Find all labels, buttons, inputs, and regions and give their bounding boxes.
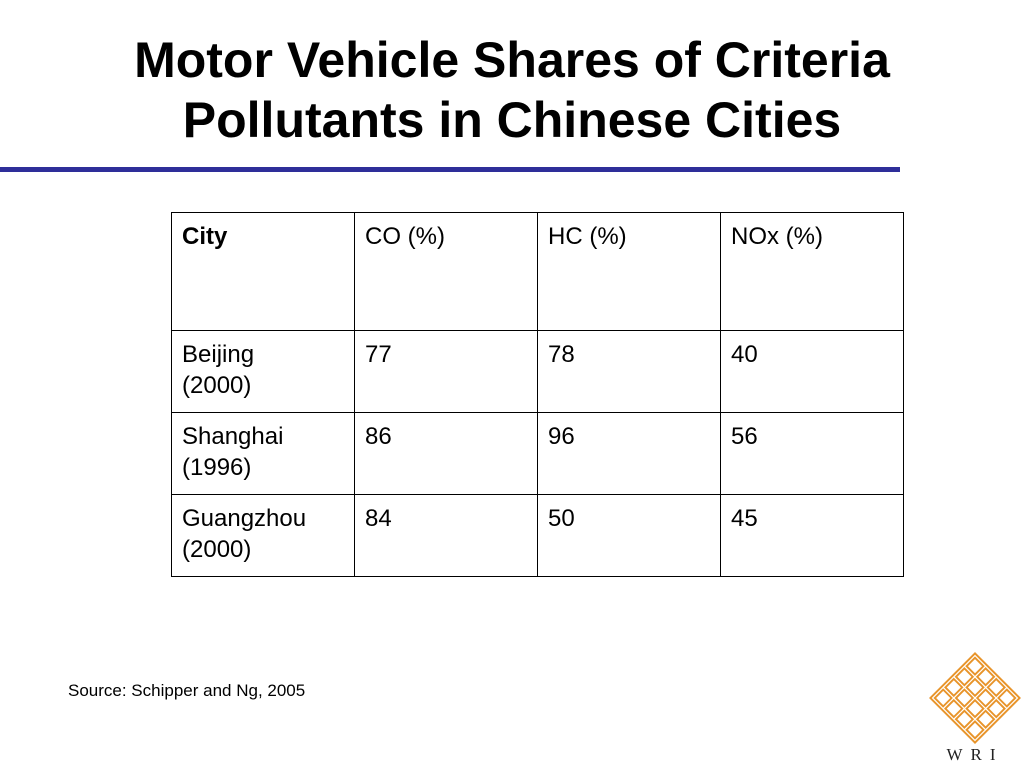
source-note: Source: Schipper and Ng, 2005	[68, 681, 306, 700]
table-row: Shanghai (1996) 86 96 56	[171, 412, 904, 495]
hc-cell: 50	[537, 494, 721, 577]
hc-cell: 78	[537, 330, 721, 413]
table-row: Guangzhou (2000) 84 50 45	[171, 494, 904, 577]
city-year: (1996)	[182, 454, 252, 481]
pollutant-table: City CO (%) HC (%) NOx (%) Beijing (2000)…	[171, 212, 904, 577]
title-line-1: Motor Vehicle Shares of Criteria	[134, 32, 890, 88]
city-name: Guangzhou	[182, 505, 307, 532]
nox-cell: 40	[720, 330, 904, 413]
header-city: City	[171, 212, 355, 331]
city-cell: Beijing (2000)	[171, 330, 355, 413]
title-line-2: Pollutants in Chinese Cities	[182, 92, 842, 148]
header-city-label: City	[182, 223, 228, 250]
title-underline	[0, 167, 900, 172]
city-year: (2000)	[182, 536, 252, 563]
nox-cell: 56	[720, 412, 904, 495]
co-cell: 77	[354, 330, 538, 413]
city-cell: Guangzhou (2000)	[171, 494, 355, 577]
city-name: Shanghai	[182, 423, 284, 450]
co-cell: 84	[354, 494, 538, 577]
header-hc: HC (%)	[537, 212, 721, 331]
header-nox: NOx (%)	[720, 212, 904, 331]
table-row: Beijing (2000) 77 78 40	[171, 330, 904, 413]
slide-title: Motor Vehicle Shares of Criteria Polluta…	[0, 30, 1024, 150]
header-co: CO (%)	[354, 212, 538, 331]
hc-cell: 96	[537, 412, 721, 495]
city-name: Beijing	[182, 341, 255, 368]
wri-knot-logo-icon	[929, 652, 1021, 744]
city-cell: Shanghai (1996)	[171, 412, 355, 495]
city-year: (2000)	[182, 372, 252, 399]
nox-cell: 45	[720, 494, 904, 577]
table-header-row: City CO (%) HC (%) NOx (%)	[171, 212, 904, 331]
wri-logo-text: WRI	[946, 745, 1004, 764]
co-cell: 86	[354, 412, 538, 495]
